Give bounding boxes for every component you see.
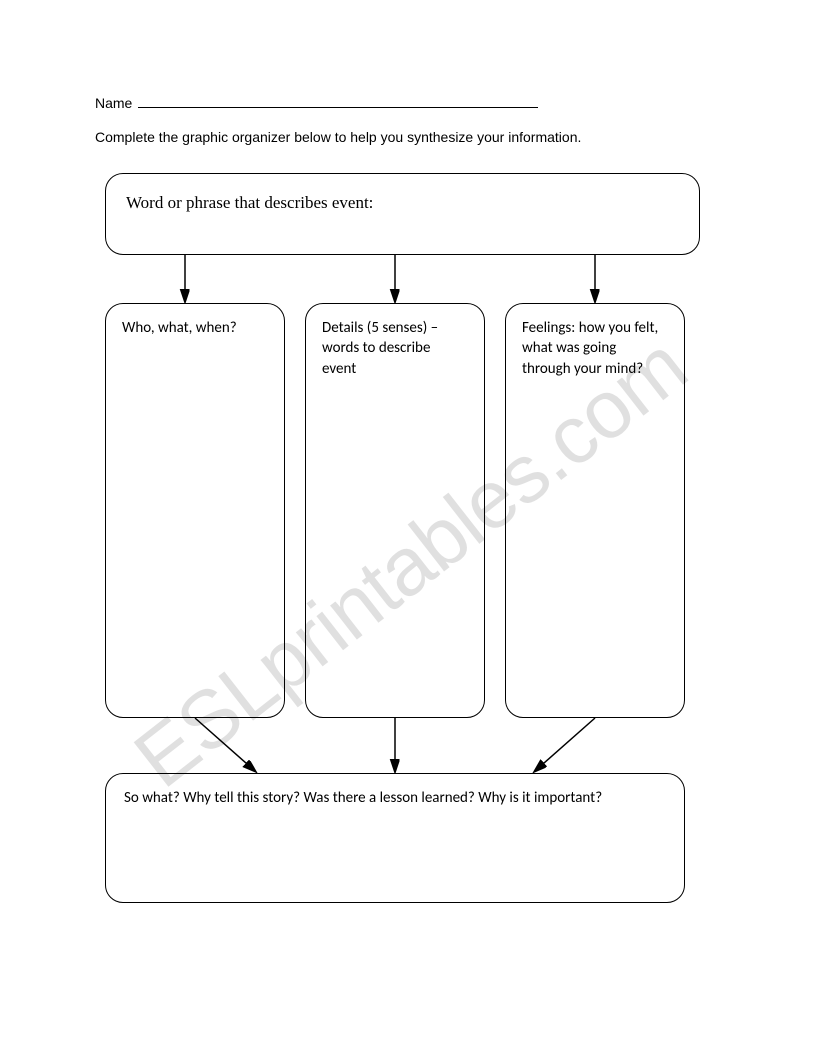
col1-label: Who, what, when? (122, 319, 237, 337)
worksheet-page: Name Complete the graphic organizer belo… (0, 0, 821, 1062)
name-line: Name (95, 95, 726, 111)
graphic-organizer: Word or phrase that describes event: Who… (105, 173, 705, 963)
top-box-label: Word or phrase that describes event: (126, 193, 373, 212)
column-box-who-what-when[interactable]: Who, what, when? (105, 303, 285, 718)
column-box-details[interactable]: Details (5 senses) – words to describe e… (305, 303, 485, 718)
name-label: Name (95, 95, 132, 111)
bottom-box-label: So what? Why tell this story? Was there … (124, 789, 602, 807)
col2-label: Details (5 senses) – words to describe e… (322, 319, 438, 378)
column-box-feelings[interactable]: Feelings: how you felt, what was going t… (505, 303, 685, 718)
bottom-box[interactable]: So what? Why tell this story? Was there … (105, 773, 685, 903)
instructions-text: Complete the graphic organizer below to … (95, 129, 726, 145)
col3-label: Feelings: how you felt, what was going t… (522, 319, 658, 378)
top-box[interactable]: Word or phrase that describes event: (105, 173, 700, 255)
name-input-line[interactable] (138, 107, 538, 108)
